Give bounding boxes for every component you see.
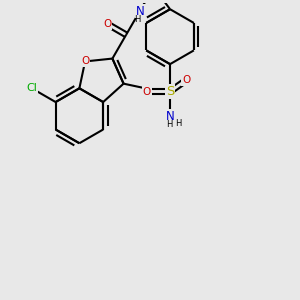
Text: O: O: [182, 75, 190, 85]
Text: Cl: Cl: [26, 83, 37, 93]
Text: H: H: [134, 15, 140, 24]
Text: S: S: [166, 85, 174, 98]
Text: O: O: [142, 87, 151, 97]
Text: O: O: [81, 56, 89, 66]
Text: N: N: [136, 4, 144, 17]
Text: N: N: [166, 110, 174, 123]
Text: H: H: [166, 120, 172, 129]
Text: O: O: [103, 19, 111, 29]
Text: H: H: [175, 119, 181, 128]
